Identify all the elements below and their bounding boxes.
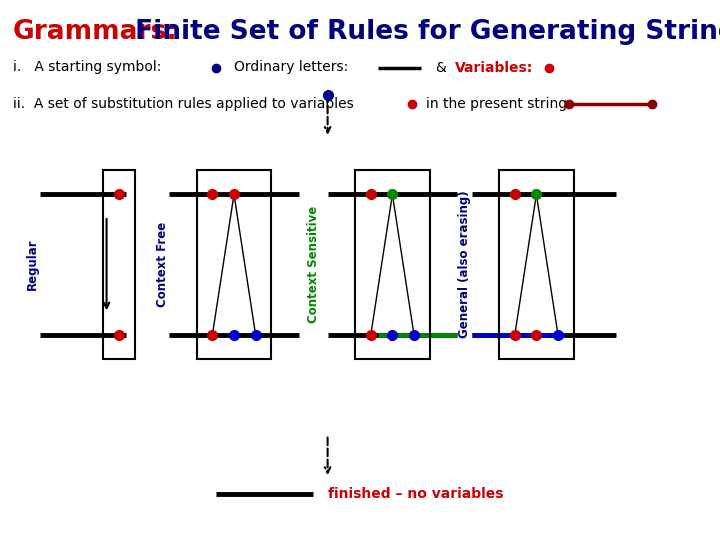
Text: Finite Set of Rules for Generating Strings: Finite Set of Rules for Generating Strin… [126,19,720,45]
Text: Variables:: Variables: [455,60,534,75]
Text: Grammars:: Grammars: [13,19,178,45]
Text: finished – no variables: finished – no variables [328,487,503,501]
Text: &: & [436,60,446,75]
Text: i.   A starting symbol:: i. A starting symbol: [13,60,161,75]
Bar [355,170,430,359]
Text: Context Sensitive: Context Sensitive [307,206,320,323]
Bar [499,170,574,359]
Bar [197,170,271,359]
Text: Regular: Regular [26,239,39,291]
Text: General (also erasing): General (also erasing) [458,191,471,339]
Text: ii.  A set of substitution rules applied to variables: ii. A set of substitution rules applied … [13,97,354,111]
Text: Context Free: Context Free [156,222,168,307]
Bar [103,170,135,359]
Text: in the present string:: in the present string: [426,97,572,111]
Text: Ordinary letters:: Ordinary letters: [234,60,348,75]
